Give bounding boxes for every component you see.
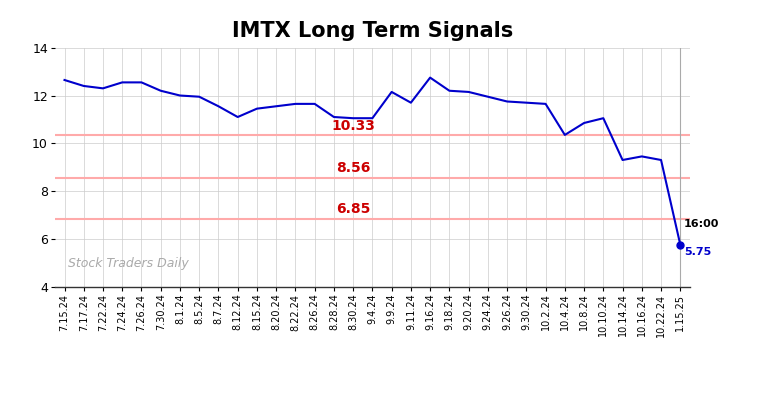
Title: IMTX Long Term Signals: IMTX Long Term Signals xyxy=(232,21,513,41)
Text: Stock Traders Daily: Stock Traders Daily xyxy=(67,257,188,270)
Text: 16:00: 16:00 xyxy=(684,219,720,230)
Text: 8.56: 8.56 xyxy=(336,161,370,175)
Text: 5.75: 5.75 xyxy=(684,247,711,257)
Text: 10.33: 10.33 xyxy=(331,119,375,133)
Text: 6.85: 6.85 xyxy=(336,202,370,216)
